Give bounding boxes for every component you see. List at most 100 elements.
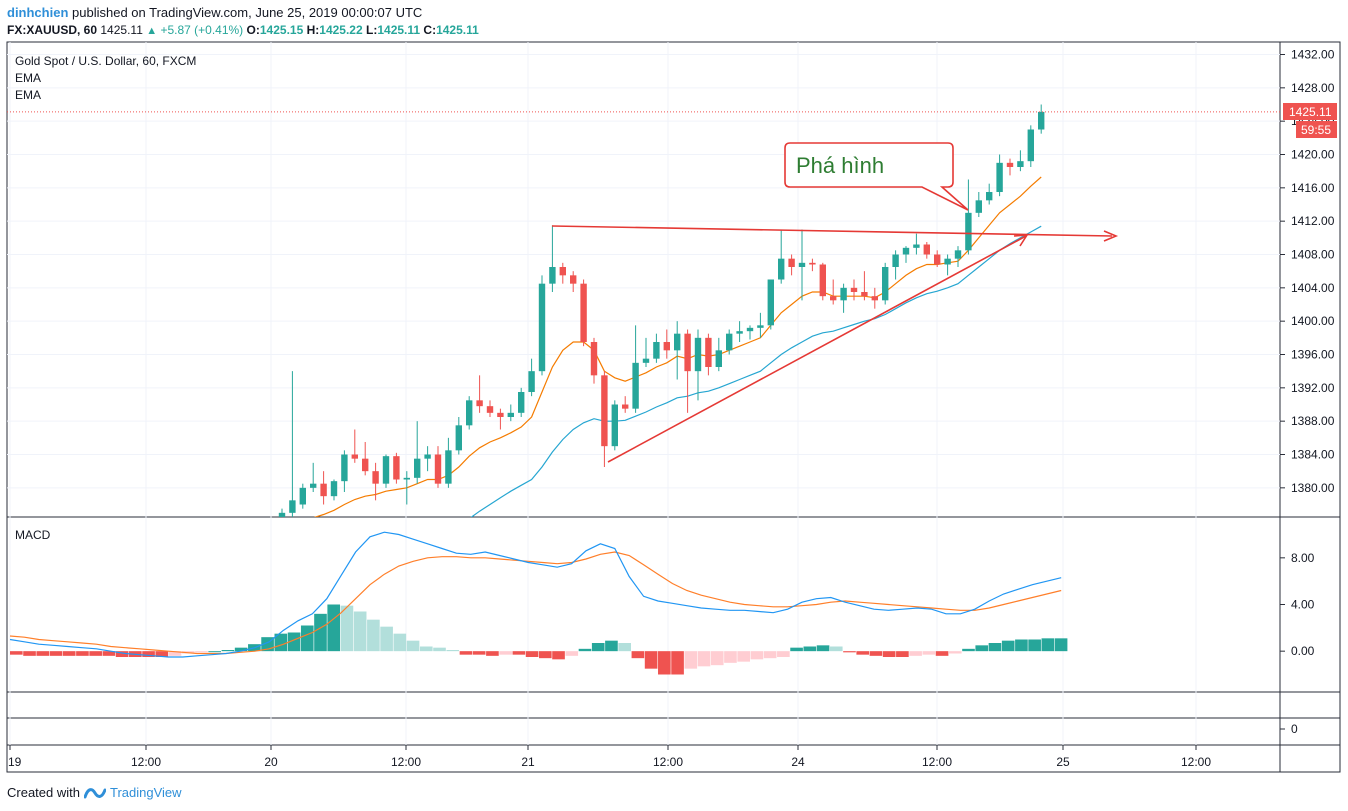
time-tick-label: 12:00 [653, 755, 683, 769]
candle-body [1017, 161, 1024, 167]
candle-series [278, 104, 1045, 517]
macd-histogram-bar [552, 651, 565, 660]
candle [913, 233, 920, 255]
time-axis[interactable]: 19 12:00 20 12:00 21 12:00 24 12:00 25 12:00 [8, 745, 1211, 769]
last-price: 1425.11 [100, 23, 143, 37]
close-label: C: [423, 23, 437, 37]
tradingview-brand[interactable]: TradingView [109, 785, 182, 800]
macd-histogram-bar [300, 625, 314, 652]
macd-histogram-bar [962, 648, 975, 652]
support-trendline[interactable] [607, 235, 1027, 463]
candle-body [632, 362, 639, 409]
candle-body [965, 212, 972, 251]
macd-histogram-bar [234, 647, 248, 652]
candle-body [830, 296, 837, 301]
candle [622, 396, 629, 413]
resistance-line[interactable] [551, 225, 1113, 237]
candle [975, 192, 982, 217]
macd-histogram-bar [618, 643, 631, 652]
macd-line [9, 531, 1062, 658]
candle-body [445, 450, 452, 484]
macd-histogram-bar [803, 646, 817, 652]
candle [424, 446, 431, 472]
candle [320, 471, 327, 505]
macd-histogram-bar [327, 604, 341, 652]
macd-histogram-bar [62, 651, 76, 656]
candle [986, 183, 993, 205]
candle-body [559, 267, 566, 276]
candle [1027, 125, 1034, 167]
time-tick-label: 25 [1056, 755, 1070, 769]
candle-body [705, 337, 712, 367]
macd-histogram-bar [287, 632, 301, 652]
macd-histogram-bar [935, 651, 949, 656]
macd-histogram-bar [988, 643, 1002, 652]
candle-body [892, 254, 899, 267]
candle [694, 329, 702, 401]
ema-fast-series [313, 176, 1042, 517]
drawings[interactable]: Phá hình [551, 142, 1119, 463]
price-tick-label: 1408.00 [1291, 248, 1335, 262]
macd-histogram-bar [750, 651, 764, 660]
macd-histogram-bar [393, 633, 407, 652]
last-price-tag-text: 1425.11 [1289, 105, 1332, 119]
macd-histogram-bar [168, 651, 182, 656]
high-value: 1425.22 [319, 23, 363, 37]
time-tick-label: 12:00 [131, 755, 161, 769]
candle [871, 287, 878, 309]
candle-body [289, 500, 296, 513]
trendline-arrow-icon [1013, 234, 1029, 247]
legend-ema-2: EMA [15, 88, 41, 102]
macd-histogram-bar [208, 651, 221, 653]
macd-histogram-bar [406, 640, 420, 652]
candle [861, 271, 868, 301]
candle [757, 312, 764, 338]
candle-body [902, 247, 910, 255]
macd-lines [9, 531, 1062, 658]
candle [476, 375, 483, 413]
price-tick-label: 1416.00 [1291, 181, 1335, 195]
candle-body [507, 412, 514, 417]
low-value: 1425.11 [377, 23, 421, 37]
macd-tick-label: 0.00 [1291, 644, 1315, 658]
candle-body [653, 342, 660, 359]
candle-body [913, 244, 920, 248]
symbol-header: FX:XAUUSD, 60 1425.11 ▲ +5.87 (+0.41%) O… [7, 22, 479, 39]
candle [341, 450, 348, 492]
close-value: 1425.11 [436, 23, 479, 37]
candle-body [954, 250, 962, 259]
candle [382, 454, 390, 488]
candle-body [1006, 162, 1014, 167]
candle [996, 154, 1003, 197]
price-tick-label: 1396.00 [1291, 348, 1335, 362]
macd-axis[interactable]: 8.00 4.00 0.00 [1280, 551, 1315, 658]
price-tick-label: 1400.00 [1291, 314, 1335, 328]
candle-body [986, 192, 993, 201]
candle [726, 329, 733, 355]
candle [798, 229, 806, 301]
candle [497, 408, 504, 430]
candle [507, 404, 514, 422]
callout-box[interactable] [784, 142, 969, 211]
candle-body [694, 337, 702, 372]
candle-body [601, 375, 608, 447]
candle-body [382, 456, 390, 484]
macd-histogram-bar [115, 651, 129, 657]
macd-histogram-bar [49, 651, 63, 656]
symbol-label: FX:XAUUSD, 60 [7, 23, 98, 37]
macd-histogram-bar [948, 651, 962, 654]
candle-body [403, 477, 410, 480]
candle-body [850, 287, 858, 292]
candle [455, 417, 462, 455]
macd-histogram-bar [697, 651, 711, 667]
candle-body [663, 342, 670, 351]
candle-body [809, 262, 816, 265]
macd-title: MACD [15, 528, 51, 542]
author-link[interactable]: dinhchien [7, 5, 69, 20]
candle-body [642, 358, 650, 363]
macd-histogram-bar [380, 626, 393, 652]
legend-ema-1: EMA [15, 71, 41, 85]
candle-body [476, 400, 483, 407]
candle-body [497, 412, 504, 417]
